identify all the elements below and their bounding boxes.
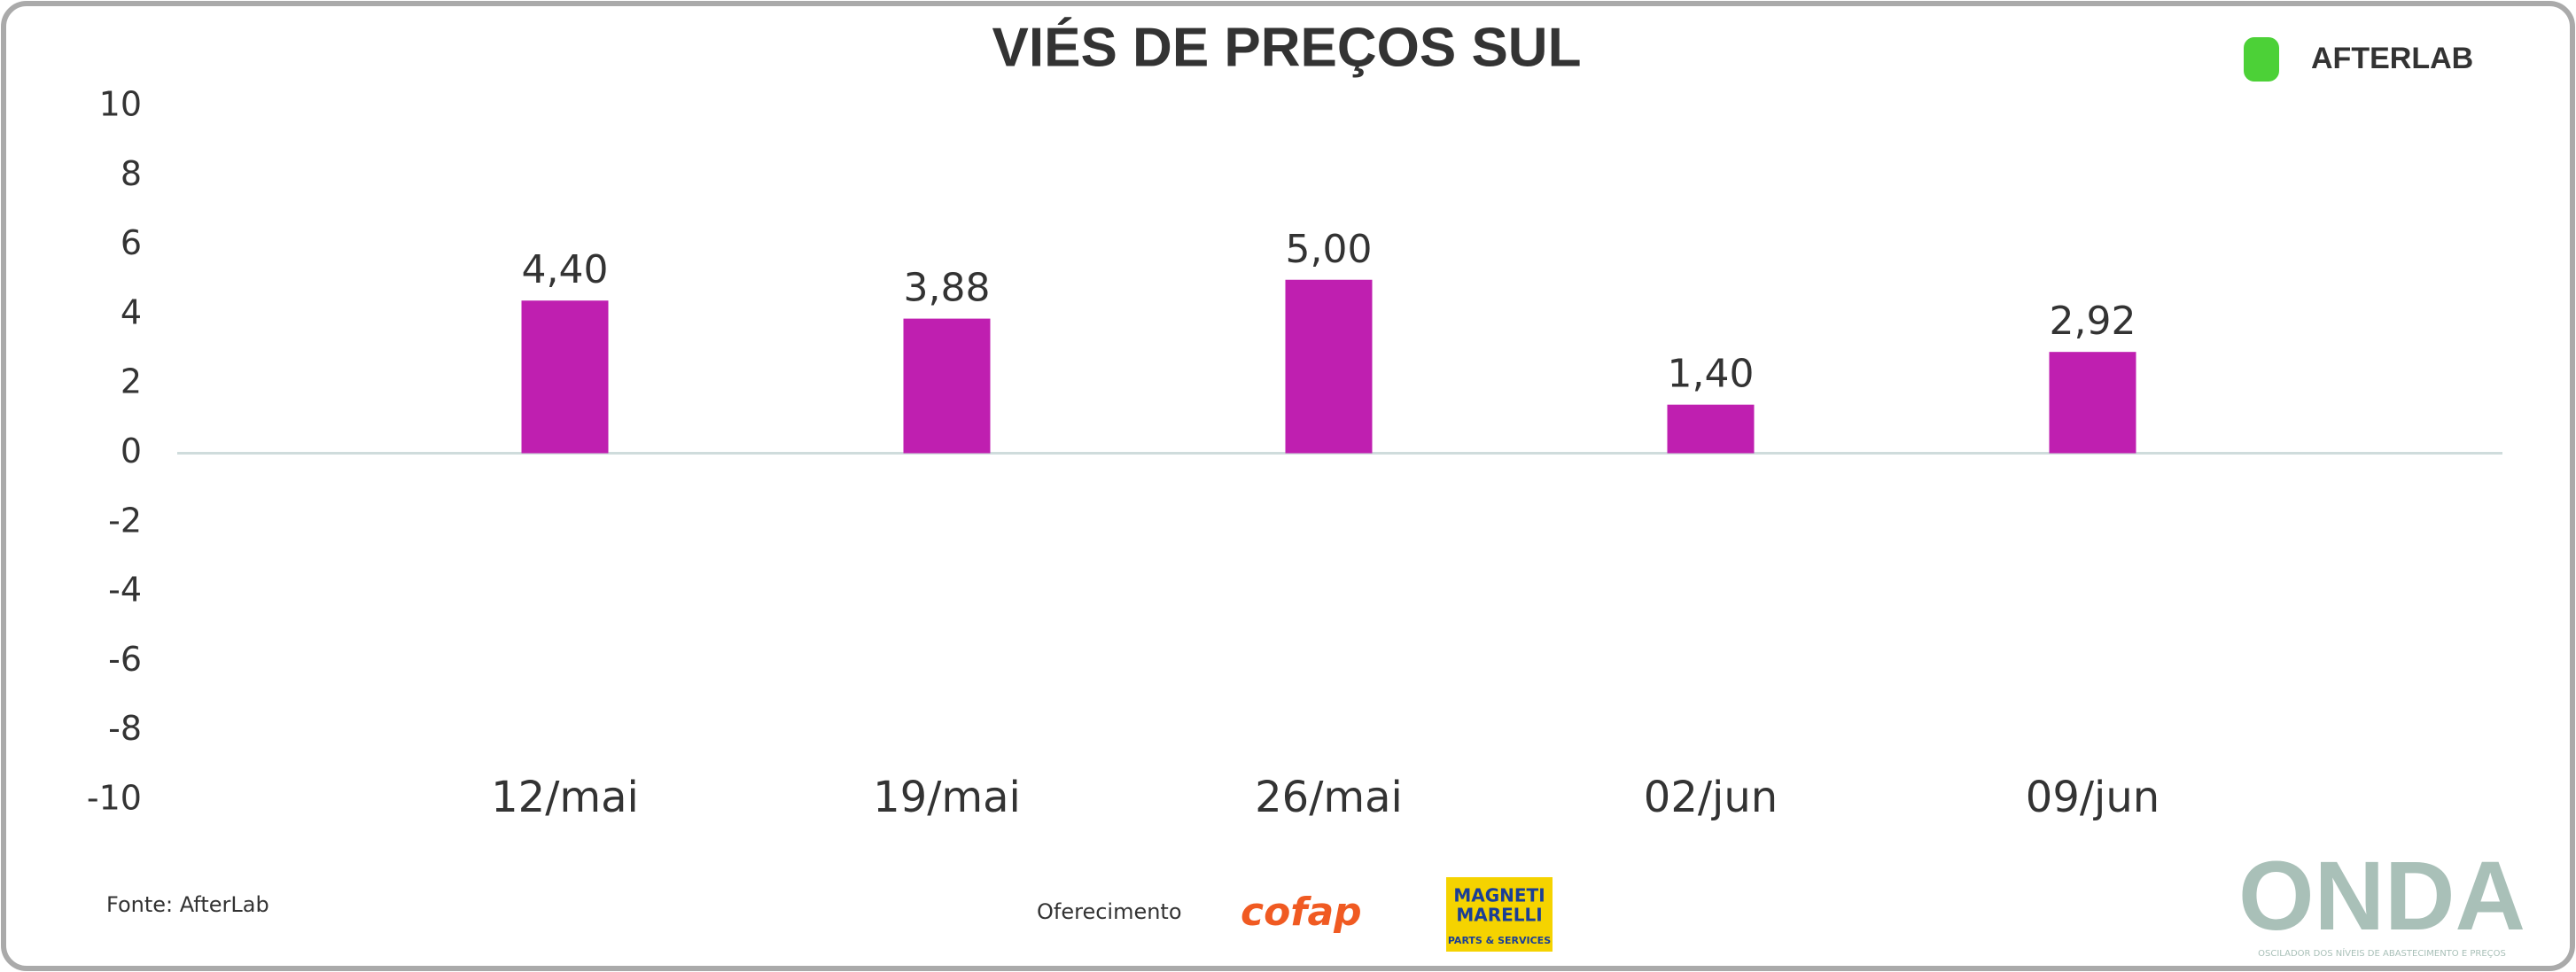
y-tick-label: -10 <box>87 779 142 818</box>
afterlab-logo: AFTERLAB <box>2311 42 2473 75</box>
y-tick-label: 2 <box>121 362 142 401</box>
y-tick-label: -2 <box>108 501 142 540</box>
bar <box>521 300 609 454</box>
value-label: 4,40 <box>522 247 609 292</box>
y-tick-label: 10 <box>99 85 142 124</box>
source-note: Fonte: AfterLab <box>106 892 269 917</box>
y-tick-label: 0 <box>121 432 142 470</box>
chart-title: VIÉS DE PREÇOS SUL <box>992 17 1582 78</box>
y-tick-label: -8 <box>108 709 142 748</box>
value-label: 1,40 <box>1668 352 1755 397</box>
bar <box>2049 352 2136 454</box>
x-tick-label: 12/mai <box>491 773 639 822</box>
x-tick-label: 09/jun <box>2026 773 2160 822</box>
magneti-box <box>1446 877 1553 952</box>
sponsor-label: Oferecimento <box>1037 899 1182 924</box>
y-tick-label: 8 <box>121 154 142 193</box>
bar <box>1667 404 1755 454</box>
afterlab-icon <box>2244 37 2279 82</box>
x-tick-label: 19/mai <box>873 773 1021 822</box>
bar <box>1285 279 1373 454</box>
y-tick-label: 4 <box>121 292 142 331</box>
y-tick-label: -4 <box>108 571 142 610</box>
cofap-logo: cofap <box>1241 890 1362 935</box>
bar <box>903 318 991 454</box>
x-tick-label: 02/jun <box>1644 773 1778 822</box>
magneti-logo: MAGNETI <box>1453 885 1545 906</box>
y-tick-label: 6 <box>121 223 142 262</box>
x-tick-label: 26/mai <box>1255 773 1403 822</box>
magneti-logo: MARELLI <box>1456 905 1542 926</box>
value-label: 5,00 <box>1286 227 1373 272</box>
onda-logo: ONDA <box>2238 842 2525 951</box>
y-tick-label: -6 <box>108 640 142 679</box>
onda-tagline: OSCILADOR DOS NÍVEIS DE ABASTECIMENTO E … <box>2258 947 2506 959</box>
value-label: 2,92 <box>2050 299 2136 344</box>
magneti-tagline: PARTS & SERVICES <box>1448 935 1551 946</box>
value-label: 3,88 <box>904 266 991 311</box>
